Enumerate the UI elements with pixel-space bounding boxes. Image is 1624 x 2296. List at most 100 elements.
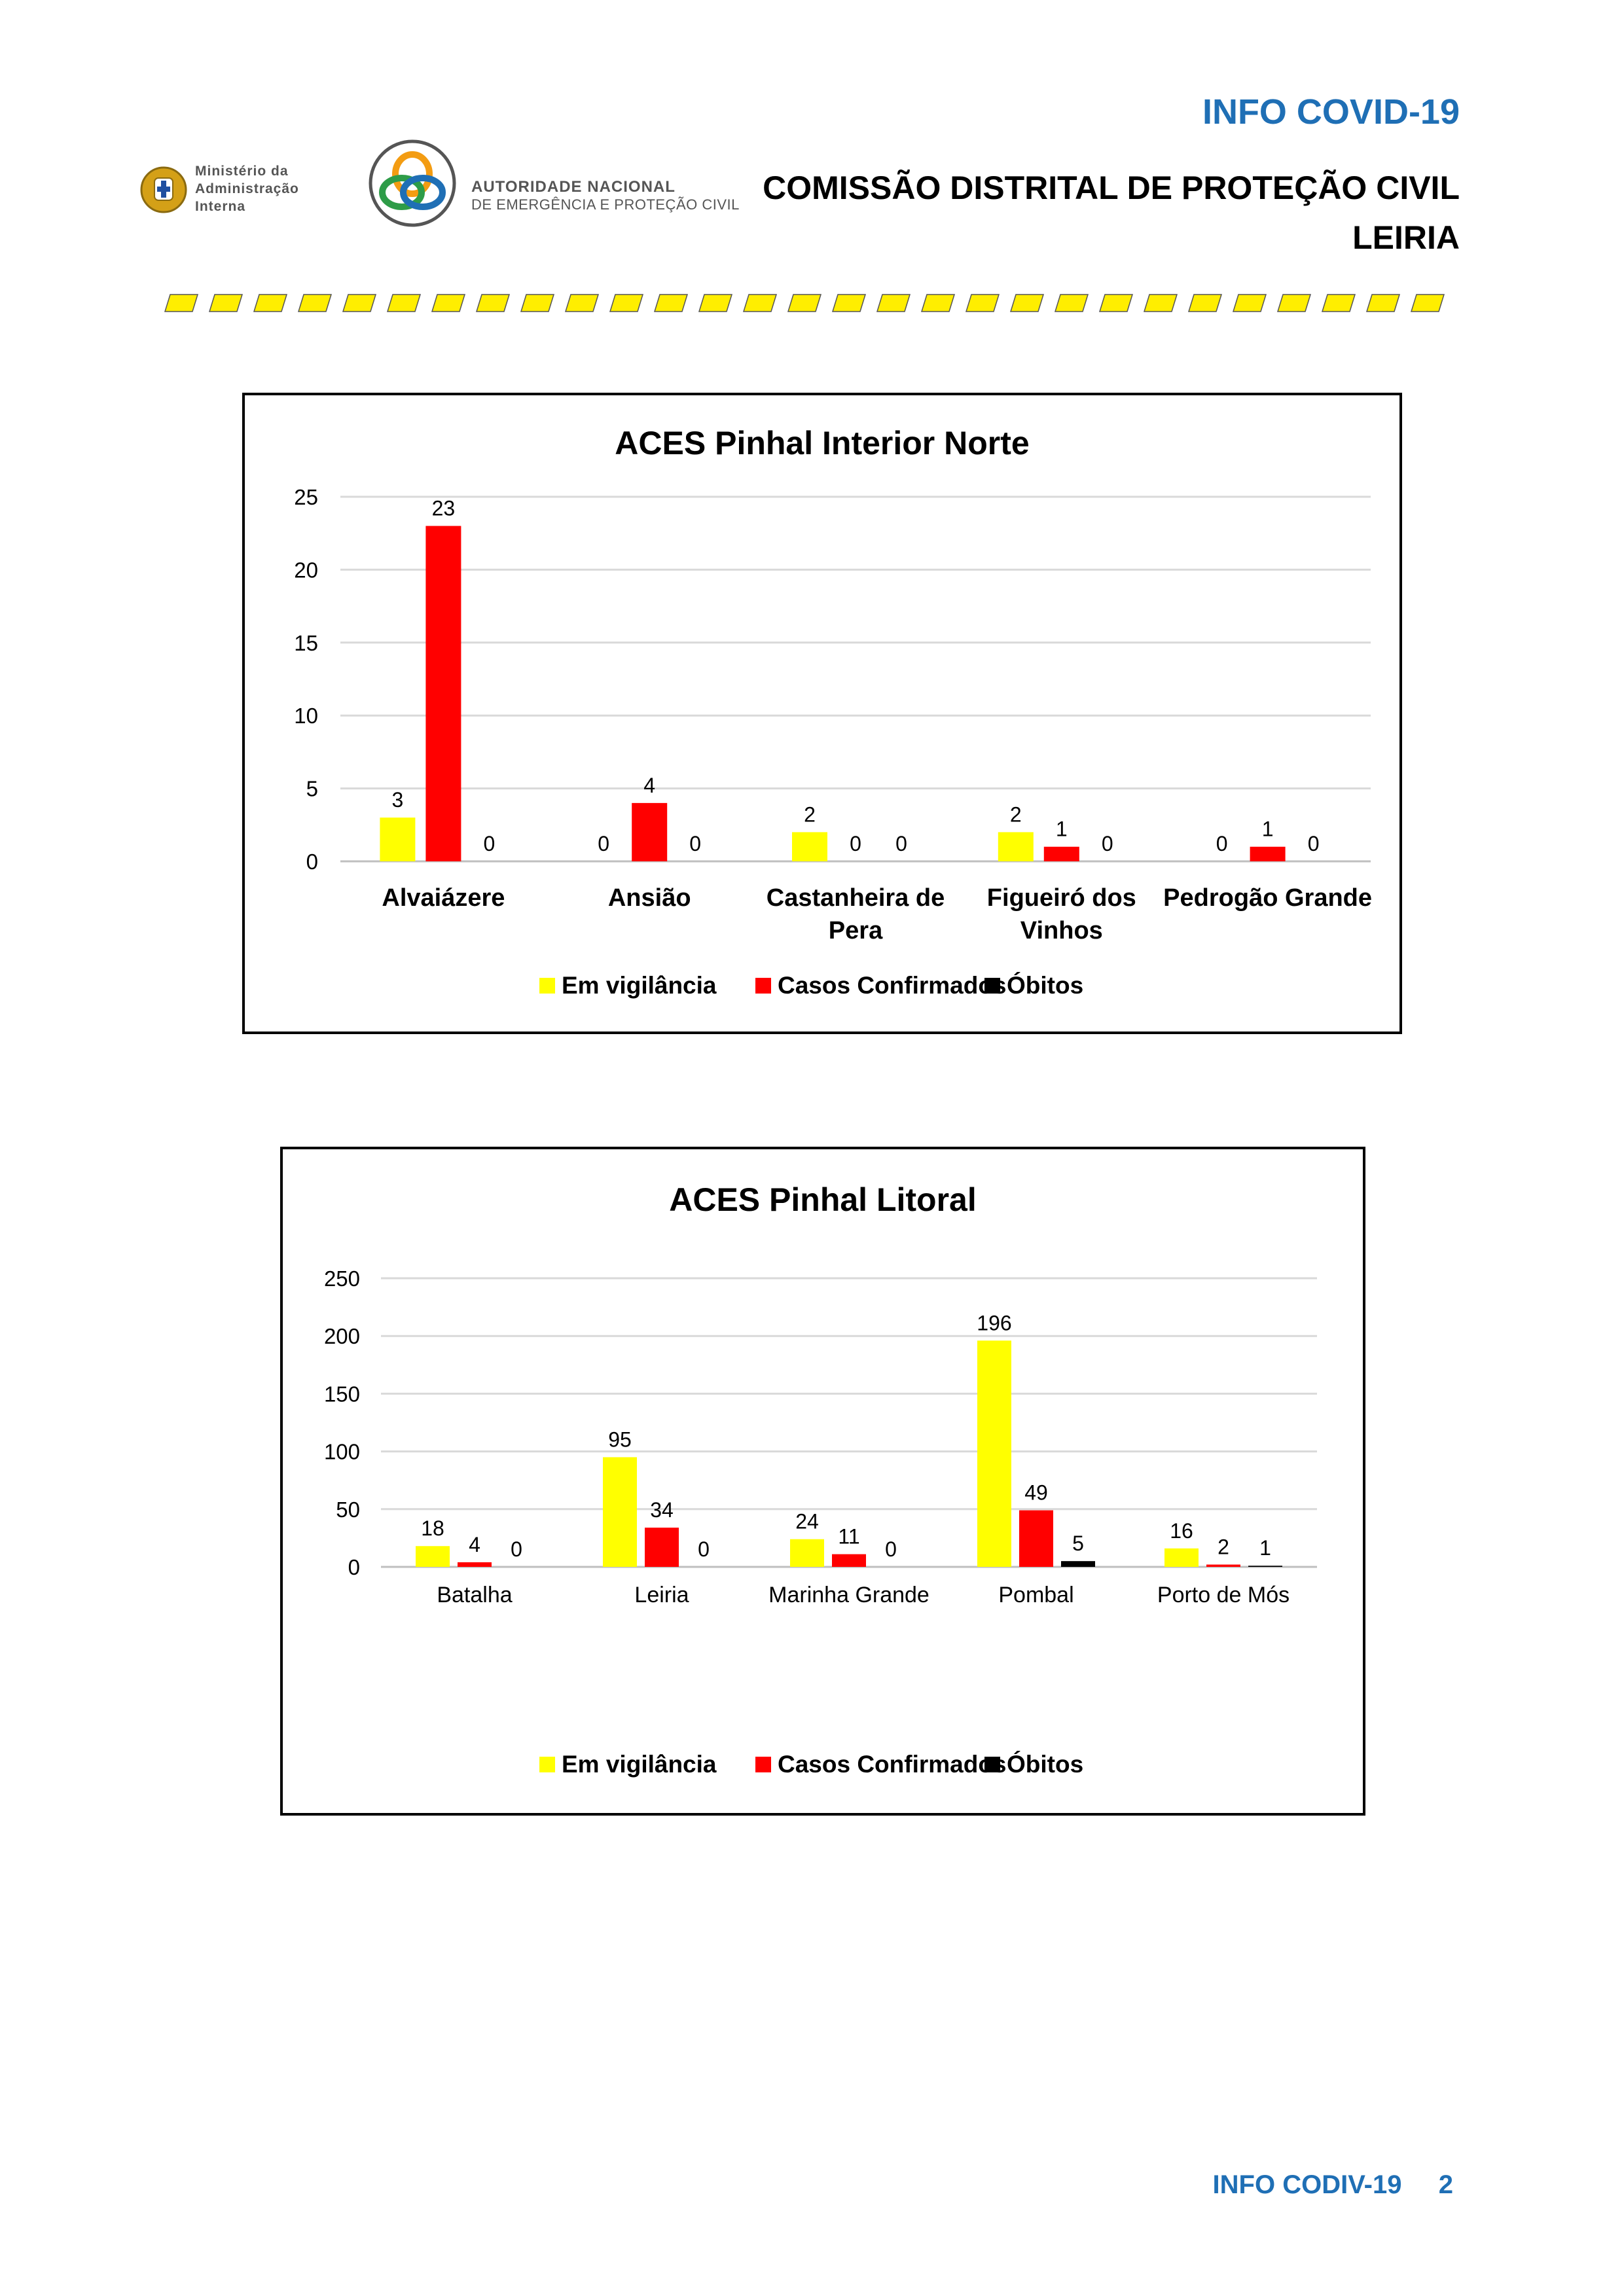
data-label: 11 (838, 1525, 859, 1549)
category-label: Marinha Grande (768, 1583, 929, 1607)
stripe-segment (475, 294, 511, 312)
bar (416, 1546, 450, 1567)
stripe-segment (1276, 294, 1312, 312)
legend-swatch (755, 1757, 771, 1772)
y-tick-label: 20 (294, 558, 318, 582)
commission-title: COMISSÃO DISTRITAL DE PROTEÇÃO CIVIL (763, 170, 1460, 206)
bar (832, 1554, 866, 1567)
stripe-segment (564, 294, 600, 312)
legend-swatch (539, 978, 555, 994)
data-label: 0 (895, 832, 907, 855)
legend-label: Casos Confirmados (778, 972, 1007, 999)
data-label: 49 (1024, 1481, 1048, 1505)
category-label: Porto de Mós (1157, 1583, 1290, 1607)
stripe-segment (431, 294, 466, 312)
stripe-segment (1054, 294, 1089, 312)
y-tick-label: 200 (324, 1324, 360, 1348)
stripe-segment (1232, 294, 1267, 312)
y-tick-label: 100 (324, 1440, 360, 1464)
chart-pinhal-interior-norte-svg: ACES Pinhal Interior Norte05101520253230… (294, 425, 1372, 999)
category-label: Castanheira de (767, 884, 945, 912)
bar (1164, 1548, 1199, 1567)
y-tick-label: 25 (294, 485, 318, 509)
legend-label: Em vigilância (562, 1751, 717, 1778)
y-tick-label: 15 (294, 631, 318, 655)
bar (1043, 846, 1079, 861)
data-label: 34 (650, 1498, 674, 1522)
data-label: 5 (1072, 1532, 1084, 1555)
data-label: 3 (392, 788, 404, 812)
bar (1250, 846, 1286, 861)
bar (632, 802, 668, 861)
data-label: 18 (421, 1516, 444, 1540)
category-label: Leiria (634, 1583, 689, 1607)
mai-logo-line: Ministério da (195, 164, 289, 179)
stripe-segment (787, 294, 822, 312)
stripe-segment (1410, 294, 1445, 312)
legend-label: Óbitos (1007, 971, 1083, 999)
data-label: 0 (1216, 832, 1228, 855)
anepc-emblem-icon (369, 139, 456, 227)
chart-pinhal-interior-norte: ACES Pinhal Interior Norte 0 5 10 15 20 25 3 23 0… (242, 393, 1402, 1034)
stripe-segment (653, 294, 689, 312)
chart-pinhal-litoral: ACES Pinhal Litoral 0 50 100 150 200 250 18 4 0 Ba… (280, 1147, 1365, 1816)
data-label: 2 (804, 802, 816, 826)
data-label: 24 (795, 1510, 819, 1534)
bar (645, 1528, 679, 1567)
bar (977, 1340, 1011, 1567)
stripe-segment (520, 294, 555, 312)
data-label: 0 (511, 1537, 522, 1561)
footer-label: INFO CODIV-19 (1212, 2170, 1402, 2199)
stripe-segment (208, 294, 244, 312)
stripe-segment (253, 294, 288, 312)
page-footer: INFO CODIV-19 2 (1113, 2170, 1453, 2200)
category-label: Figueiró dos (987, 884, 1136, 912)
stripe-segment (742, 294, 778, 312)
stripe-segment (876, 294, 911, 312)
bar (1206, 1564, 1240, 1567)
anepc-logo-line1: AUTORIDADE NACIONAL (471, 178, 676, 196)
stripe-segment (609, 294, 644, 312)
y-tick-label: 250 (324, 1266, 360, 1291)
stripe-segment (698, 294, 733, 312)
bar (425, 526, 461, 861)
district-title: LEIRIA (1352, 219, 1460, 256)
bar (790, 1539, 824, 1567)
data-label: 0 (1102, 832, 1113, 855)
legend-label: Casos Confirmados (778, 1751, 1007, 1778)
data-label: 95 (608, 1427, 632, 1451)
stripe-segment (831, 294, 867, 312)
data-label: 0 (598, 832, 609, 855)
coat-of-arms-icon (140, 166, 187, 213)
bar (380, 817, 416, 861)
data-label: 0 (484, 832, 496, 855)
stripe-segment (1365, 294, 1401, 312)
y-tick-label: 150 (324, 1382, 360, 1406)
mai-logo-line: Interna (195, 199, 246, 214)
stripe-segment (1321, 294, 1356, 312)
category-label: Pombal (998, 1583, 1074, 1607)
bar (1248, 1566, 1282, 1567)
bar (792, 832, 827, 861)
data-label: 0 (689, 832, 701, 855)
legend-label: Óbitos (1007, 1750, 1083, 1778)
data-label: 4 (643, 774, 655, 797)
data-label: 1 (1056, 817, 1068, 841)
data-label: 1 (1262, 817, 1274, 841)
data-label: 0 (1308, 832, 1320, 855)
data-label: 1 (1259, 1536, 1271, 1560)
y-tick-label: 50 (336, 1498, 360, 1522)
y-tick-label: 0 (306, 850, 318, 874)
category-label: Ansião (608, 884, 691, 912)
hazard-stripe (164, 294, 1445, 312)
bar (458, 1562, 492, 1567)
mai-logo-line: Administração (195, 181, 299, 196)
data-label: 0 (850, 832, 861, 855)
stripe-segment (1187, 294, 1223, 312)
mai-logo: Ministério da Administração Interna (137, 157, 334, 223)
legend-swatch (539, 1757, 555, 1772)
info-title: INFO COVID-19 (1202, 92, 1460, 132)
data-label: 0 (885, 1537, 897, 1561)
page-number: 2 (1438, 2170, 1453, 2199)
stripe-segment (1143, 294, 1178, 312)
